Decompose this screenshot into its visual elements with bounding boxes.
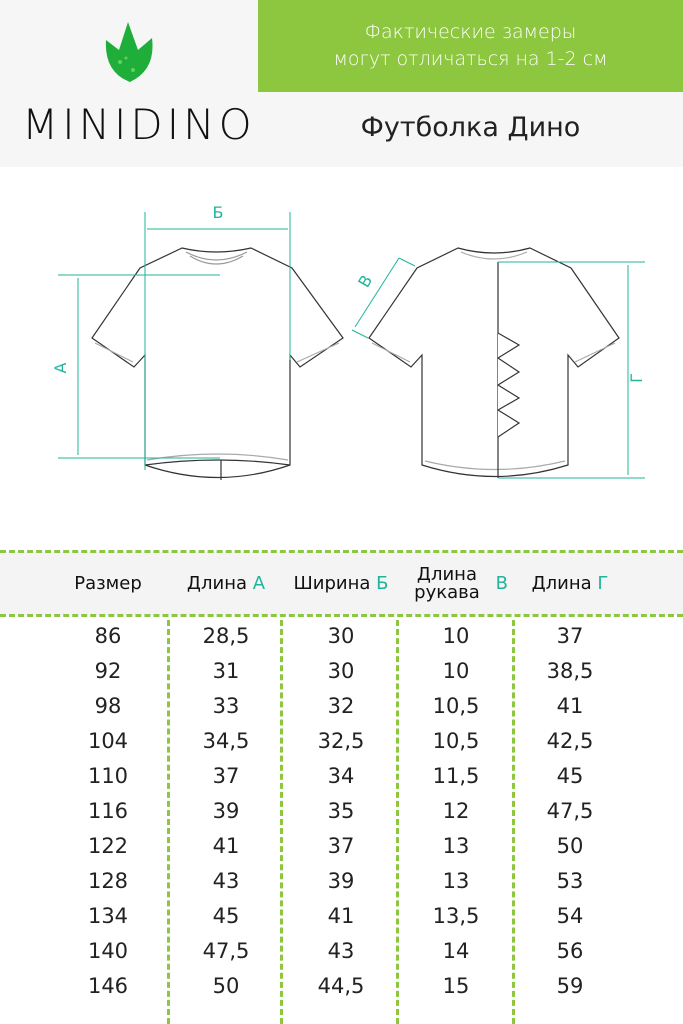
header-letter: Г [597,572,609,594]
table-cell: 41 [212,834,240,858]
table-cell: 34,5 [202,729,250,753]
table-cell: 134 [87,904,129,928]
table-header-bg [0,552,683,615]
header-letter: Б [376,572,389,594]
table-cell: 86 [94,624,122,648]
column-header: Длина А [170,552,282,615]
table-cell: 13,5 [432,904,480,928]
table-cell: 30 [327,624,355,648]
column-separator [396,620,399,1024]
table-cell: 10 [442,624,470,648]
table-cell: 42,5 [546,729,594,753]
notice-line-2: могут отличаться на 1-2 см [333,48,608,70]
table-cell: 10,5 [432,729,480,753]
table-cell: 35 [327,799,355,823]
table-cell: 31 [212,659,240,683]
table-cell: 128 [87,869,129,893]
table-cell: 54 [556,904,584,928]
brand-leaf-logo [105,22,153,82]
table-cell: 56 [556,939,584,963]
header-letter: В [495,572,508,594]
table-cell: 140 [87,939,129,963]
table-cell: 146 [87,974,129,998]
table-cell: 13 [442,834,470,858]
column-separator [512,620,515,1024]
table-cell: 12 [442,799,470,823]
table-cell: 37 [327,834,355,858]
header-letter: А [252,572,266,594]
table-cell: 32 [327,694,355,718]
table-cell: 110 [87,764,129,788]
table-cell: 14 [442,939,470,963]
table-cell: 43 [327,939,355,963]
table-cell: 98 [94,694,122,718]
table-cell: 38,5 [546,659,594,683]
table-cell: 104 [87,729,129,753]
table-cell: 34 [327,764,355,788]
back-tshirt [368,247,620,478]
table-cell: 41 [556,694,584,718]
table-cell: 33 [212,694,240,718]
column-header: Длина Г [515,552,625,615]
brand-name: MINIDINO [22,100,256,149]
table-cell: 37 [556,624,584,648]
header-text: Ширина [293,572,371,594]
label-g: Г [627,373,646,383]
table-cell: 122 [87,834,129,858]
table-cell: 30 [327,659,355,683]
table-cell: 15 [442,974,470,998]
table-cell: 59 [556,974,584,998]
table-cell: 37 [212,764,240,788]
front-tshirt [91,247,344,480]
column-separator [280,620,283,1024]
table-cell: 47,5 [202,939,250,963]
header-text: Длина [531,572,592,594]
tshirt-diagram: Б А В Г [51,203,646,480]
table-cell: 44,5 [317,974,365,998]
table-cell: 92 [94,659,122,683]
divider [0,550,683,553]
column-header: Ширина Б [283,552,399,615]
header-text: Длина [186,572,247,594]
table-cell: 45 [212,904,240,928]
column-header: Размер [53,552,163,615]
table-cell: 32,5 [317,729,365,753]
divider [0,614,683,617]
product-title: Футболка Дино [360,112,581,143]
table-cell: 10 [442,659,470,683]
table-cell: 28,5 [202,624,250,648]
table-cell: 11,5 [432,764,480,788]
dimension-lines [58,212,645,479]
table-cell: 50 [556,834,584,858]
table-cell: 39 [327,869,355,893]
table-cell: 50 [212,974,240,998]
table-cell: 41 [327,904,355,928]
label-v: В [354,272,376,291]
notice-line-1: Фактические замеры [364,21,577,43]
table-cell: 47,5 [546,799,594,823]
column-separator [167,620,170,1024]
table-cell: 53 [556,869,584,893]
header-text: Длина рукава [414,563,480,603]
column-header: Длина рукава В [404,552,508,615]
table-cell: 116 [87,799,129,823]
table-cell: 43 [212,869,240,893]
table-cell: 13 [442,869,470,893]
label-a: А [51,362,70,373]
header-text: Размер [74,572,142,594]
table-cell: 39 [212,799,240,823]
table-cell: 10,5 [432,694,480,718]
table-cell: 45 [556,764,584,788]
label-b: Б [213,203,224,222]
measurement-notice: Фактические замеры могут отличаться на 1… [258,0,683,92]
